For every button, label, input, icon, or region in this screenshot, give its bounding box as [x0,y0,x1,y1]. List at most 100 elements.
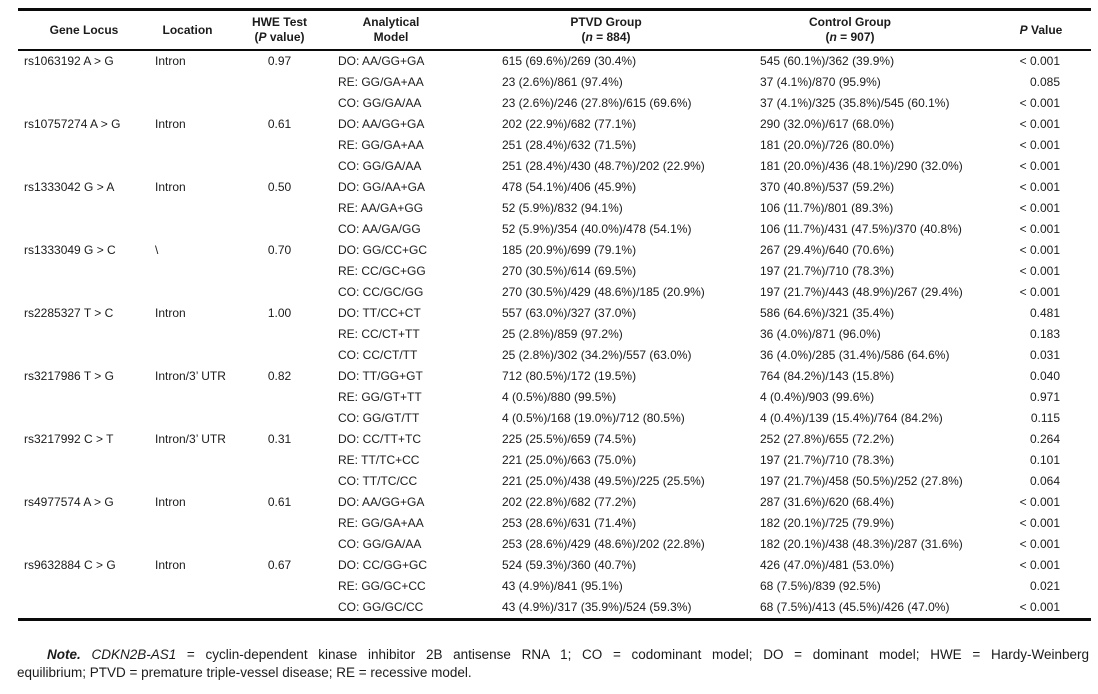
table-row: RE: TT/TC+CC 221 (25.0%)/663 (75.0%) 197 (… [18,450,1091,471]
control-group-cell: 106 (11.7%)/801 (89.3%) [760,201,894,215]
control-group-cell: 426 (47.0%)/481 (53.0%) [760,558,895,572]
control-group-cell: 4 (0.4%)/139 (15.4%)/764 (84.2%) [760,411,943,425]
control-group-cell: 586 (64.6%)/321 (35.4%) [760,306,895,320]
ptvd-group-cell: 52 (5.9%)/832 (94.1%) [502,201,623,215]
gene-locus-cell: rs9632884 C > G [24,558,116,572]
analytical-model-cell: CO: GG/GT/TT [338,411,420,425]
control-group-cell: 4 (0.4%)/903 (99.6%) [760,390,875,404]
analytical-model-cell: RE: GG/GT+TT [338,390,422,404]
ptvd-group-cell: 43 (4.9%)/841 (95.1%) [502,579,623,593]
p-value-cell: < 0.001 [1019,558,1060,572]
analytical-model-cell: DO: GG/CC+GC [338,243,428,257]
col-header-p-value: P Value [1005,9,1091,51]
ptvd-group-cell: 253 (28.6%)/631 (71.4%) [502,516,637,530]
table-row: rs3217992 C > T Intron/3’ UTR 0.31 DO: CC/T… [18,429,1091,450]
p-value-cell: 0.971 [1029,390,1060,404]
col-header-hwe-test: HWE Test (P value) [245,9,330,51]
control-group-cell: 290 (32.0%)/617 (68.0%) [760,117,895,131]
p-value-cell: < 0.001 [1019,138,1060,152]
p-value-cell: 0.040 [1029,369,1060,383]
control-group-cell: 287 (31.6%)/620 (68.4%) [760,495,895,509]
ptvd-group-cell: 251 (28.4%)/430 (48.7%)/202 (22.9%) [502,159,705,173]
note-line-1: Note. CDKN2B-AS1 = cyclin-dependent kina… [47,647,1089,662]
analytical-model-cell: CO: AA/GA/GG [338,222,421,236]
p-value-cell: < 0.001 [1019,117,1060,131]
analytical-model-cell: DO: AA/GG+GA [338,117,425,131]
table-note: Note. CDKN2B-AS1 = cyclin-dependent kina… [17,646,1089,681]
table-header: Gene Locus Location HWE Test (P value) An… [18,9,1091,51]
location-cell: Intron/3’ UTR [155,369,226,383]
p-value-cell: 0.481 [1029,306,1060,320]
location-cell: Intron/3’ UTR [155,432,226,446]
hwe-pvalue-cell: 0.50 [267,180,292,194]
hwe-pvalue-cell: 0.31 [267,432,292,446]
p-value-cell: < 0.001 [1019,537,1060,551]
col-header-control-group: Control Group (n = 907) [760,9,1005,51]
ptvd-group-cell: 4 (0.5%)/168 (19.0%)/712 (80.5%) [502,411,685,425]
ptvd-group-cell: 251 (28.4%)/632 (71.5%) [502,138,637,152]
p-value-cell: 0.064 [1029,474,1060,488]
analytical-model-cell: RE: CC/GC+GG [338,264,426,278]
p-value-cell: < 0.001 [1019,285,1060,299]
location-cell: Intron [155,54,186,68]
analytical-model-cell: RE: TT/TC+CC [338,453,420,467]
table-row: rs1333049 G > C \ 0.70 DO: GG/CC+GC 185 (20.… [18,240,1091,261]
control-group-cell: 197 (21.7%)/458 (50.5%)/252 (27.8%) [760,474,963,488]
analytical-model-cell: CO: GG/GC/CC [338,600,424,614]
control-group-cell: 106 (11.7%)/431 (47.5%)/370 (40.8%) [760,222,962,236]
p-value-cell: < 0.001 [1019,96,1060,110]
analytical-model-cell: DO: AA/GG+GA [338,54,425,68]
ptvd-group-cell: 253 (28.6%)/429 (48.6%)/202 (22.8%) [502,537,705,551]
control-group-cell: 197 (21.7%)/443 (48.9%)/267 (29.4%) [760,285,963,299]
gene-locus-cell: rs1333049 G > C [24,243,116,257]
location-cell: Intron [155,558,186,572]
control-group-cell: 37 (4.1%)/325 (35.8%)/545 (60.1%) [760,96,950,110]
table-row: CO: GG/GA/AA 23 (2.6%)/246 (27.8%)/615 (6… [18,93,1091,114]
p-value-cell: 0.101 [1029,453,1060,467]
hwe-pvalue-cell: 0.61 [267,495,292,509]
ptvd-group-cell: 202 (22.8%)/682 (77.2%) [502,495,637,509]
table-row: RE: CC/CT+TT 25 (2.8%)/859 (97.2%) 36 (4.0… [18,324,1091,345]
control-group-cell: 36 (4.0%)/871 (96.0%) [760,327,881,341]
table-row: RE: CC/GC+GG 270 (30.5%)/614 (69.5%) 197 (… [18,261,1091,282]
p-value-cell: < 0.001 [1019,243,1060,257]
p-value-cell: < 0.001 [1019,180,1060,194]
table-row: RE: GG/GA+AA 251 (28.4%)/632 (71.5%) 181 (… [18,135,1091,156]
table-row: rs2285327 T > C Intron 1.00 DO: TT/CC+CT 557… [18,303,1091,324]
control-group-cell: 181 (20.0%)/726 (80.0%) [760,138,895,152]
analytical-model-cell: CO: GG/GA/AA [338,537,422,551]
table-row: rs1063192 A > G Intron 0.97 DO: AA/GG+GA 615… [18,50,1091,72]
table-row: rs3217986 T > G Intron/3’ UTR 0.82 DO: TT/G… [18,366,1091,387]
table-row: CO: CC/CT/TT 25 (2.8%)/302 (34.2%)/557 (6… [18,345,1091,366]
ptvd-group-cell: 43 (4.9%)/317 (35.9%)/524 (59.3%) [502,600,692,614]
table-row: RE: GG/GC+CC 43 (4.9%)/841 (95.1%) 68 (7.5… [18,576,1091,597]
analytical-model-cell: RE: AA/GA+GG [338,201,424,215]
analytical-model-cell: DO: GG/AA+GA [338,180,426,194]
analytical-model-cell: CO: CC/CT/TT [338,348,418,362]
p-value-cell: < 0.001 [1019,264,1060,278]
analytical-model-cell: DO: TT/CC+CT [338,306,421,320]
analytical-model-cell: DO: CC/TT+TC [338,432,421,446]
table-row: rs1333042 G > A Intron 0.50 DO: GG/AA+GA 478… [18,177,1091,198]
ptvd-group-cell: 225 (25.5%)/659 (74.5%) [502,432,637,446]
ptvd-group-cell: 25 (2.8%)/302 (34.2%)/557 (63.0%) [502,348,692,362]
hwe-pvalue-cell: 0.67 [267,558,292,572]
table-body: rs1063192 A > G Intron 0.97 DO: AA/GG+GA 615… [18,50,1091,620]
p-value-cell: < 0.001 [1019,54,1060,68]
ptvd-group-cell: 615 (69.6%)/269 (30.4%) [502,54,637,68]
ptvd-group-cell: 712 (80.5%)/172 (19.5%) [502,369,637,383]
gene-locus-cell: rs1333042 G > A [24,180,115,194]
analytical-model-cell: DO: TT/GG+GT [338,369,423,383]
location-cell: Intron [155,495,186,509]
table-row: RE: GG/GA+AA 253 (28.6%)/631 (71.4%) 182 (… [18,513,1091,534]
control-group-cell: 197 (21.7%)/710 (78.3%) [760,264,895,278]
gene-locus-cell: rs3217986 T > G [24,369,114,383]
analytical-model-cell: CO: TT/TC/CC [338,474,418,488]
table-row: RE: AA/GA+GG 52 (5.9%)/832 (94.1%) 106 (11… [18,198,1091,219]
analytical-model-cell: CO: CC/GC/GG [338,285,424,299]
p-value-cell: 0.115 [1030,411,1060,425]
control-group-cell: 181 (20.0%)/436 (48.1%)/290 (32.0%) [760,159,963,173]
analytical-model-cell: RE: GG/GA+AA [338,138,424,152]
control-group-cell: 68 (7.5%)/413 (45.5%)/426 (47.0%) [760,600,950,614]
table-row: rs9632884 C > G Intron 0.67 DO: CC/GG+GC 524… [18,555,1091,576]
